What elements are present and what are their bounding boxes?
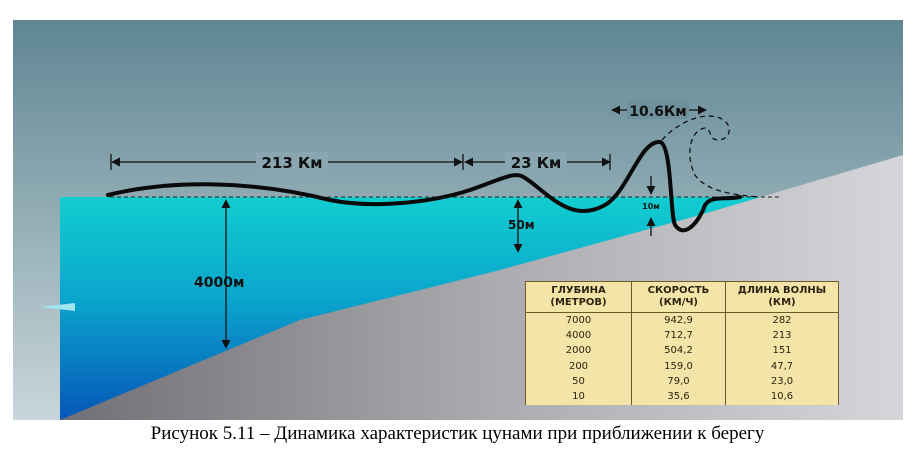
table-cell: 10,6 [725, 389, 839, 405]
table-cell: 712,7 [631, 328, 726, 344]
table-row: 10 35,6 10,6 [525, 389, 839, 405]
label-23km: 23 Км [511, 154, 562, 172]
label-bg-213 [256, 152, 328, 172]
table-cell: 200 [525, 359, 632, 375]
table-cell: 159,0 [631, 359, 726, 375]
label-10-6km: 10.6Км [629, 104, 686, 120]
table-cell: 942,9 [631, 312, 726, 329]
table-cell: 151 [725, 343, 839, 360]
label-bg-23 [505, 152, 567, 172]
table-cell: 35,6 [631, 389, 726, 405]
header-depth: ГЛУБИНА (МЕТРОВ) [525, 281, 632, 313]
table-row: 50 79,0 23,0 [525, 374, 839, 390]
left-marker [40, 303, 75, 311]
table-row: 7000 942,9 282 [525, 312, 839, 329]
table-cell: 7000 [525, 312, 632, 329]
header-wavelength: ДЛИНА ВОЛНЫ (КМ) [725, 281, 839, 313]
breaking-wave-outline [661, 115, 761, 198]
table-cell: 4000 [525, 328, 632, 344]
table-cell: 504,2 [631, 343, 726, 360]
label-213km: 213 Км [261, 154, 322, 172]
label-10m: 10м [642, 202, 660, 211]
table-row: 4000 712,7 213 [525, 328, 839, 344]
tsunami-table: ГЛУБИНА (МЕТРОВ) СКОРОСТЬ (КМ/Ч) ДЛИНА ВОЛ… [525, 281, 839, 405]
table-cell: 2000 [525, 343, 632, 360]
wave-profile [106, 140, 742, 233]
label-50m: 50м [508, 218, 535, 232]
header-speed: СКОРОСТЬ (КМ/Ч) [631, 281, 726, 313]
table-row: 2000 504,2 151 [525, 343, 839, 360]
figure-caption: Рисунок 5.11 – Динамика характеристик цу… [150, 423, 765, 444]
label-bg-10-6 [627, 101, 689, 119]
table-cell: 10 [525, 389, 632, 405]
table-cell: 79,0 [631, 374, 726, 390]
table-cell: 50 [525, 374, 632, 390]
label-4000m: 4000м [194, 275, 244, 291]
table-cell: 213 [725, 328, 839, 344]
table-header-row: ГЛУБИНА (МЕТРОВ) СКОРОСТЬ (КМ/Ч) ДЛИНА ВОЛ… [525, 281, 839, 313]
table-cell: 47,7 [725, 359, 839, 375]
table-row: 200 159,0 47,7 [525, 359, 839, 375]
table-cell: 282 [725, 312, 839, 329]
table-cell: 23,0 [725, 374, 839, 390]
